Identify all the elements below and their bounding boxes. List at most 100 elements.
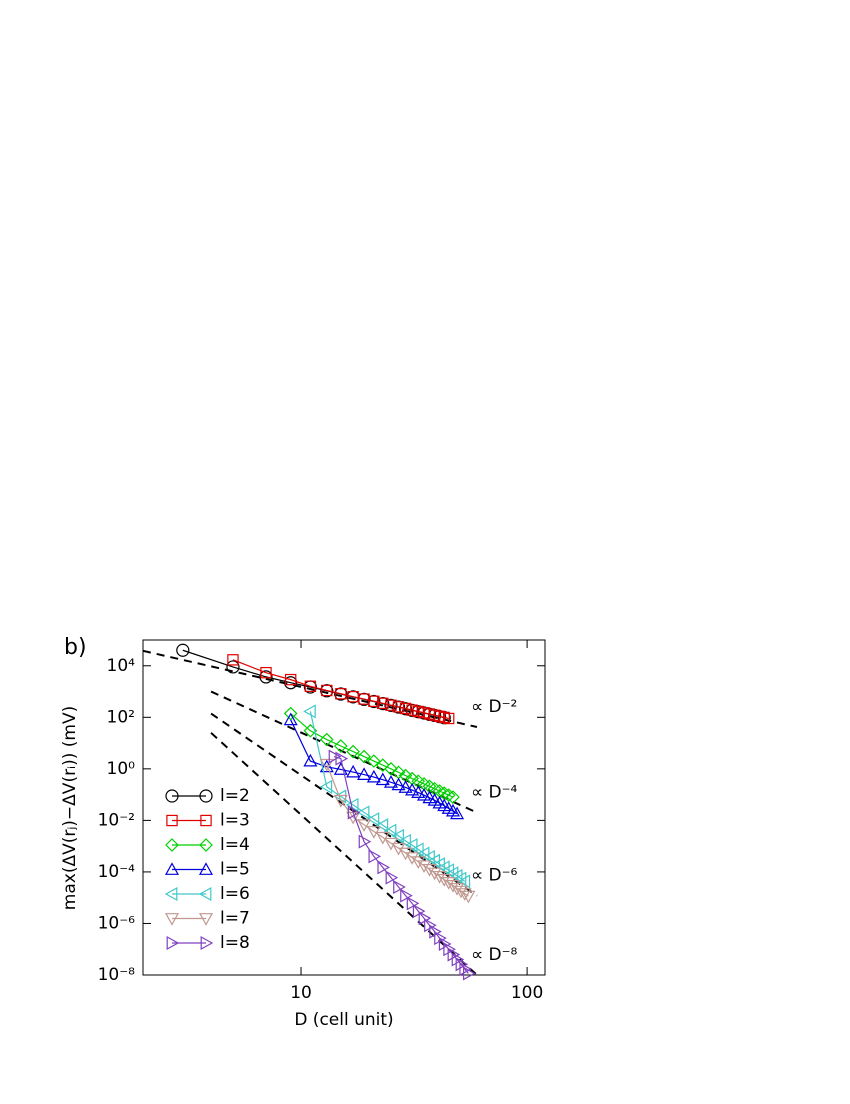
marker	[463, 966, 476, 981]
legend-marker	[200, 814, 212, 827]
marker	[259, 670, 273, 684]
marker	[405, 852, 420, 865]
marker	[319, 732, 334, 747]
marker	[357, 749, 371, 764]
marker	[385, 870, 399, 885]
marker	[451, 952, 465, 967]
marker	[284, 676, 298, 690]
legend-marker	[199, 789, 213, 803]
marker	[335, 688, 347, 700]
reference-label: ∝ D⁻²	[471, 697, 517, 717]
marker	[392, 701, 405, 713]
marker	[304, 680, 317, 692]
x-tick-label: 10	[290, 983, 312, 1003]
legend-label: l=7	[220, 909, 250, 929]
marker	[383, 823, 397, 838]
legend-marker	[165, 789, 179, 803]
marker	[367, 754, 381, 768]
legend: l=2 l=3 l=4 l=5 l=6 l=7 l=8	[164, 786, 250, 953]
legend-marker	[164, 862, 180, 875]
marker	[321, 684, 333, 697]
legend-marker	[199, 838, 213, 852]
marker	[446, 790, 460, 804]
marker	[319, 779, 333, 794]
marker	[438, 711, 450, 724]
y-tick-label: 10⁻²	[98, 810, 135, 830]
marker	[333, 762, 348, 775]
legend-marker	[164, 913, 180, 926]
marker	[303, 704, 316, 719]
y-tick-label: 10⁻⁴	[98, 862, 136, 882]
marker	[391, 777, 406, 791]
marker	[333, 794, 348, 808]
marker	[405, 782, 420, 796]
marker	[358, 834, 372, 849]
legend-marker	[200, 935, 214, 951]
marker	[384, 761, 398, 776]
marker	[400, 888, 413, 903]
marker	[334, 687, 348, 701]
marker	[346, 764, 361, 778]
legend-marker	[166, 935, 180, 951]
marker	[377, 860, 391, 875]
plot-frame	[142, 639, 546, 976]
y-tick-label: 10⁻⁸	[98, 965, 136, 985]
marker	[391, 700, 406, 714]
marker	[356, 805, 370, 820]
reference-label: ∝ D⁻⁶	[471, 866, 518, 886]
marker	[375, 758, 390, 773]
marker	[357, 767, 372, 780]
marker	[346, 744, 360, 759]
marker	[384, 698, 398, 712]
marker	[441, 788, 456, 803]
marker	[393, 879, 406, 895]
marker	[367, 694, 381, 709]
legend-marker	[198, 886, 212, 902]
marker	[375, 818, 389, 833]
marker	[283, 706, 298, 721]
legend-label: l=5	[220, 860, 250, 880]
marker	[333, 739, 348, 753]
marker	[366, 812, 380, 827]
x-tick-label: 100	[511, 983, 543, 1003]
marker	[226, 660, 240, 674]
marker	[283, 712, 298, 726]
marker	[303, 753, 318, 767]
marker	[398, 780, 413, 793]
legend-marker	[198, 913, 214, 926]
legend-label: l=8	[220, 933, 250, 953]
marker	[398, 847, 413, 861]
y-axis-label: max(ΔV(rⱼ)−ΔV(rᵢ)) (mV)	[60, 706, 80, 910]
marker	[398, 702, 413, 716]
marker	[335, 751, 349, 766]
marker	[328, 749, 342, 764]
legend-marker	[164, 886, 178, 902]
x-axis-label: D (cell unit)	[294, 1010, 393, 1030]
marker	[427, 867, 442, 881]
marker	[455, 957, 469, 972]
y-tick-label: 10⁻⁶	[98, 913, 136, 933]
legend-marker	[165, 838, 179, 852]
marker	[406, 704, 418, 716]
marker	[368, 849, 382, 864]
marker	[347, 805, 361, 820]
marker	[417, 787, 432, 801]
marker	[227, 654, 239, 666]
marker	[375, 772, 390, 786]
marker	[417, 860, 432, 873]
marker	[447, 947, 461, 962]
marker	[461, 890, 476, 904]
reference-label: ∝ D⁻⁴	[471, 783, 518, 803]
legend-label: l=6	[220, 884, 250, 904]
legend-marker	[166, 814, 178, 827]
marker	[377, 697, 389, 709]
y-tick-label: 10²	[107, 707, 135, 727]
marker	[434, 931, 447, 946]
marker	[422, 849, 435, 865]
marker	[319, 758, 334, 772]
marker	[260, 666, 272, 679]
marker	[457, 874, 471, 889]
marker	[357, 819, 372, 832]
marker	[432, 871, 447, 884]
